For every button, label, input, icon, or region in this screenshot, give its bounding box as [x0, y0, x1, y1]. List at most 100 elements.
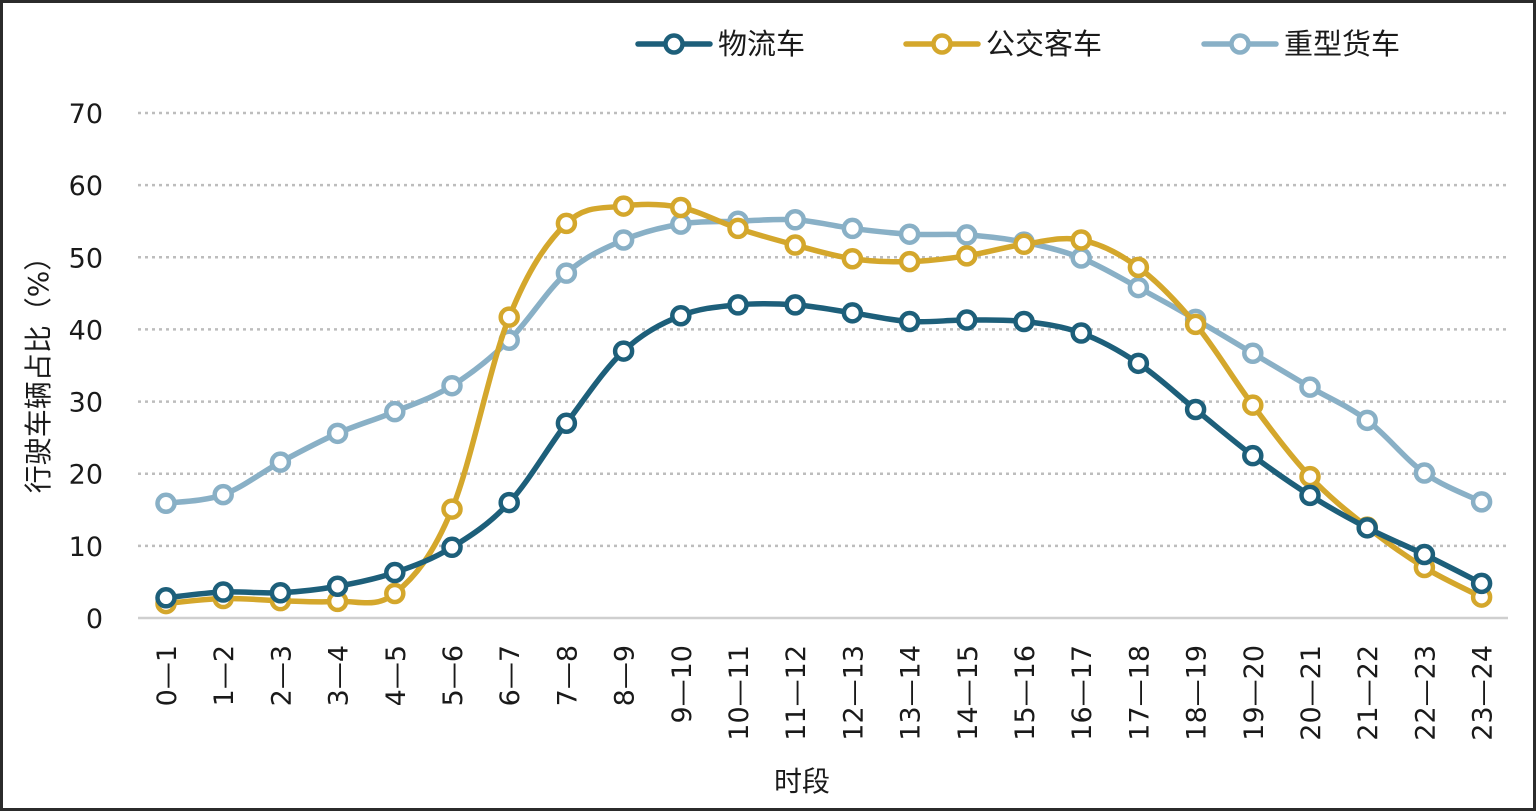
data-point	[1013, 233, 1035, 256]
x-tick-label: 4—5	[381, 645, 412, 706]
data-point	[784, 234, 806, 256]
data-point	[1299, 465, 1321, 488]
legend-swatch-marker	[663, 33, 685, 55]
y-tick-label: 40	[69, 315, 103, 346]
legend-item: 重型货车	[1201, 27, 1400, 61]
data-point	[1070, 247, 1092, 269]
x-tick-label: 10—11	[724, 645, 755, 741]
y-tick-label: 0	[86, 604, 103, 635]
legend-item: 物流车	[635, 27, 805, 61]
data-point	[898, 250, 921, 273]
data-point	[1242, 444, 1264, 467]
x-tick-label: 1—2	[209, 645, 240, 706]
data-point	[1356, 409, 1378, 432]
axes: 0 10 20 30 40 50 60 70 0—1 1—2 2—3 3—4 4—5 5—6 6—7 7—8 8…	[69, 99, 1508, 741]
legend: 物流车 公交客车 重型货车	[635, 27, 1400, 61]
data-point	[784, 294, 806, 316]
data-point	[1413, 543, 1436, 566]
data-point	[670, 196, 692, 219]
legend-swatch-marker	[1229, 33, 1251, 55]
series-1	[155, 294, 1493, 609]
data-point	[898, 223, 921, 245]
x-tick-label: 17—18	[1124, 645, 1155, 741]
data-point	[155, 492, 177, 515]
data-point	[1184, 313, 1207, 336]
data-point	[841, 302, 864, 324]
data-point	[956, 245, 978, 267]
x-axis-title: 时段	[774, 765, 830, 798]
data-point	[326, 575, 349, 598]
x-tick-label: 8—9	[610, 645, 641, 706]
data-point	[555, 412, 578, 434]
x-tick-label: 11—12	[781, 645, 812, 741]
x-tick-label: 19—20	[1239, 645, 1270, 741]
legend-label: 重型货车	[1284, 27, 1400, 61]
y-tick-label: 10	[69, 532, 103, 563]
data-point	[1127, 352, 1150, 375]
data-point	[1299, 376, 1321, 398]
data-point	[498, 491, 520, 514]
y-tick-label: 70	[69, 99, 103, 130]
x-tick-label: 6—7	[495, 645, 526, 706]
data-point	[441, 374, 463, 397]
x-tick-label: 15—16	[1010, 645, 1041, 741]
data-point	[555, 262, 578, 284]
data-point	[1127, 276, 1150, 299]
x-tick-label: 21—22	[1353, 645, 1384, 741]
data-point	[1242, 394, 1264, 416]
data-point	[555, 212, 578, 235]
data-point	[155, 587, 177, 609]
data-point	[384, 582, 406, 605]
x-tick-label: 22—23	[1410, 645, 1441, 741]
data-point	[1013, 310, 1035, 333]
x-tick-label: 9—10	[667, 645, 698, 724]
x-tick-label: 5—6	[438, 645, 469, 706]
data-point	[841, 247, 864, 270]
data-point	[269, 451, 292, 473]
data-point	[727, 217, 749, 240]
data-point	[1470, 491, 1493, 513]
data-point	[1356, 517, 1378, 539]
data-point	[384, 561, 406, 584]
data-point	[612, 195, 635, 217]
x-tick-label: 7—8	[552, 645, 583, 706]
data-point	[670, 304, 692, 327]
legend-label: 物流车	[718, 27, 805, 61]
x-tick-label: 20—21	[1296, 645, 1327, 741]
data-point	[269, 582, 292, 604]
data-point	[1470, 572, 1493, 595]
data-point	[612, 229, 635, 251]
x-tick-label: 18—19	[1182, 645, 1213, 741]
x-tick-label: 2—3	[266, 645, 297, 706]
x-tick-label: 12—13	[838, 645, 869, 741]
x-tick-label: 13—14	[896, 645, 927, 741]
data-point	[1184, 398, 1207, 421]
y-tick-label: 50	[69, 243, 103, 274]
data-point	[1242, 342, 1264, 364]
data-point	[384, 400, 406, 423]
y-tick-label: 20	[69, 460, 103, 491]
data-point	[784, 209, 806, 231]
y-tick-label: 30	[69, 388, 103, 419]
data-point	[498, 306, 520, 328]
data-point	[1299, 484, 1321, 507]
data-point	[898, 310, 921, 333]
data-point	[612, 340, 635, 362]
data-point	[956, 224, 978, 246]
y-tick-label: 60	[69, 171, 103, 202]
data-point	[1413, 462, 1436, 484]
data-point	[441, 536, 463, 559]
x-tick-label: 14—15	[953, 645, 984, 741]
data-point	[727, 294, 749, 316]
data-point	[1127, 256, 1150, 279]
legend-label: 公交客车	[986, 27, 1102, 61]
data-point	[212, 483, 234, 506]
data-point	[441, 498, 463, 520]
series-lines	[155, 195, 1493, 615]
data-point	[326, 422, 349, 445]
legend-item: 公交客车	[903, 27, 1102, 61]
data-point	[1070, 229, 1092, 251]
